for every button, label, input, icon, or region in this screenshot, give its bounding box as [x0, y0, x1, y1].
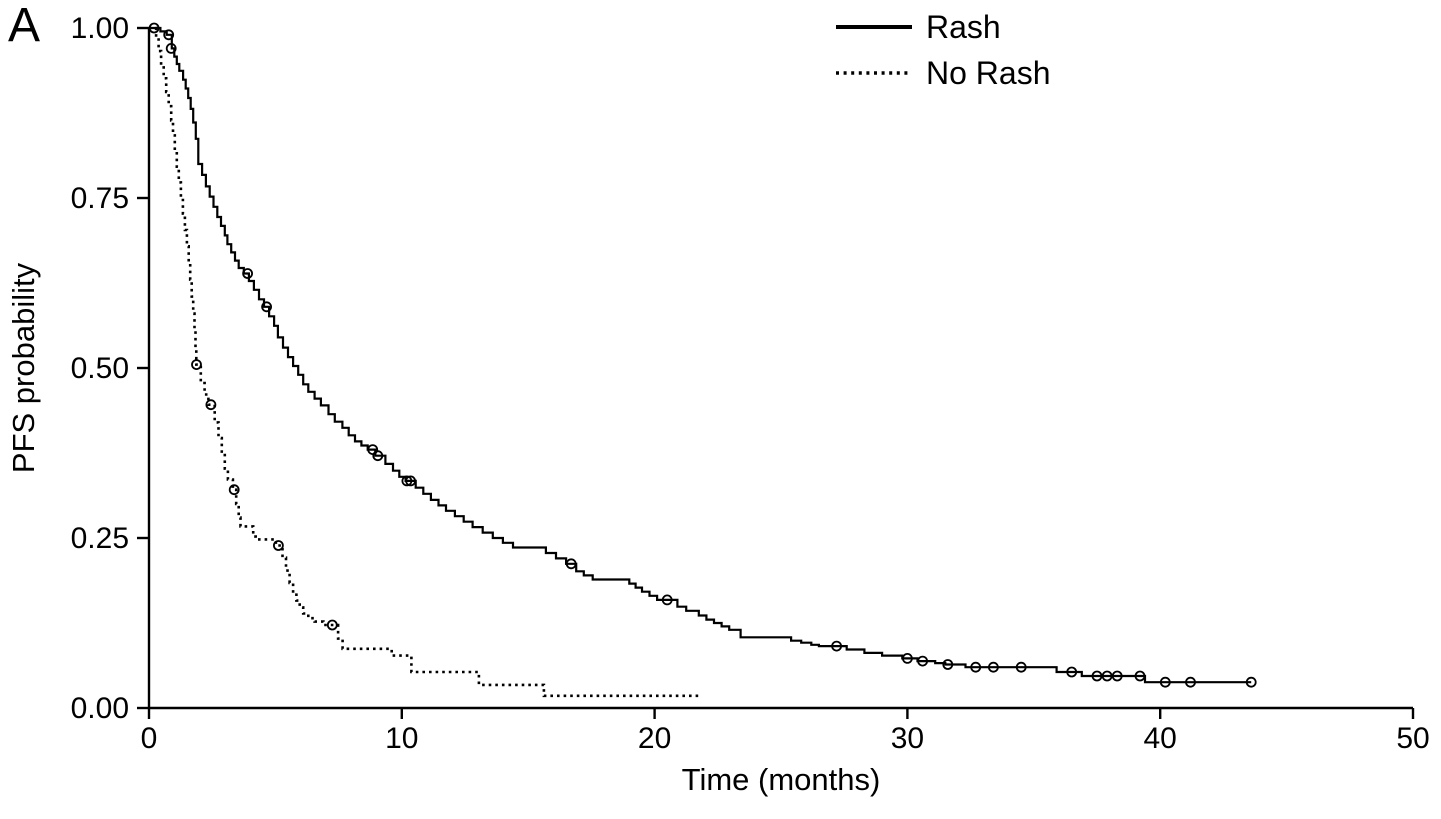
rash-censor-mark [1111, 670, 1123, 682]
rash-censor-mark [1185, 676, 1196, 688]
rash-curve [149, 26, 1252, 684]
rash-censor-mark [1066, 666, 1078, 678]
x-tick-label: 50 [1396, 722, 1429, 755]
x-tick-label: 10 [385, 722, 418, 755]
rash-censor-mark [942, 659, 954, 670]
x-tick-label: 40 [1144, 722, 1177, 755]
y-tick-label: 0.25 [71, 522, 129, 555]
no-rash-censor-mark [205, 399, 217, 411]
rash-censor-mark [163, 29, 175, 41]
rash-censor-mark [261, 301, 273, 313]
no-rash-curve [149, 26, 701, 698]
rash-censor-mark [372, 450, 384, 462]
rash-censor-mark [917, 655, 928, 667]
rash-censor-mark [565, 558, 577, 570]
x-tick-label: 0 [141, 722, 158, 755]
no-rash-censor-mark [272, 540, 284, 551]
rash-censor-mark [405, 475, 417, 487]
x-tick-label: 20 [638, 722, 671, 755]
rash-censor-mark [242, 268, 254, 279]
rash-censor-mark [1015, 661, 1027, 673]
rash-censor-mark [1245, 676, 1257, 688]
y-tick-label: 0.00 [71, 692, 129, 725]
y-tick-label: 1.00 [71, 12, 129, 45]
x-tick-label: 30 [891, 722, 924, 755]
rash-censor-mark [1159, 676, 1171, 688]
rash-censor-mark [165, 43, 177, 54]
y-tick-label: 0.50 [71, 352, 129, 385]
rash-censor-mark [988, 661, 999, 673]
no-rash-censor-mark [228, 484, 240, 496]
rash-censor-mark [1101, 670, 1113, 682]
rash-censor-mark [401, 475, 413, 487]
rash-censor-mark [970, 661, 982, 673]
rash-censor-mark [661, 594, 673, 606]
y-tick-label: 0.75 [71, 182, 129, 215]
no-rash-censor-mark [326, 619, 338, 631]
y-axis-title: PFS probability [6, 262, 41, 473]
rash-censor-mark [831, 640, 842, 652]
panel-label: A [8, 0, 41, 52]
rash-censor-mark [1091, 670, 1103, 682]
legend-no-rash-label: No Rash [926, 55, 1051, 91]
rash-censor-mark [1134, 670, 1146, 682]
no-rash-censor-mark [191, 359, 202, 371]
legend-rash-label: Rash [926, 9, 1001, 45]
x-axis-title: Time (months) [682, 762, 881, 797]
rash-censor-mark [902, 653, 913, 664]
